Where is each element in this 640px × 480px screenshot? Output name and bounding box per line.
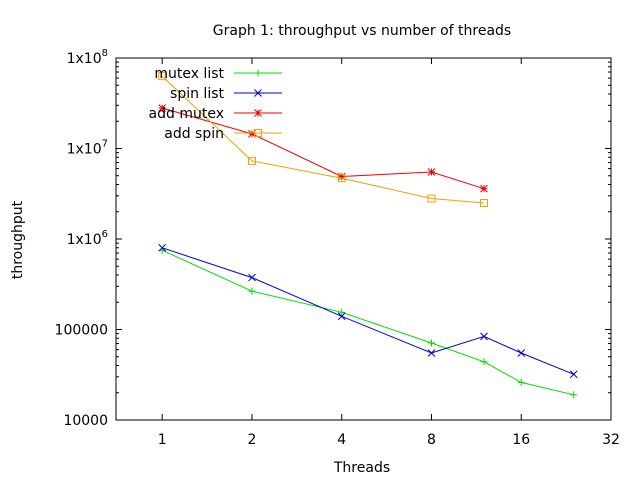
data-point bbox=[480, 358, 488, 366]
data-point bbox=[480, 332, 488, 341]
legend-entry: add spin bbox=[164, 126, 282, 142]
legend-entry: spin list bbox=[170, 86, 282, 102]
data-point bbox=[247, 156, 256, 165]
series-line bbox=[161, 249, 574, 396]
series-mutex-list bbox=[158, 246, 578, 399]
data-point bbox=[337, 174, 346, 183]
legend-label: spin list bbox=[170, 86, 224, 102]
x-axis: 1 2 4 8 16 32 bbox=[158, 58, 620, 448]
data-point bbox=[517, 349, 526, 357]
point-marker-square bbox=[158, 72, 167, 81]
x-tick-label: 8 bbox=[427, 432, 436, 448]
series-line bbox=[162, 247, 574, 375]
series-layer bbox=[158, 72, 578, 399]
data-point bbox=[158, 104, 167, 112]
data-point bbox=[337, 312, 346, 321]
data-point bbox=[158, 72, 167, 81]
point-marker-stroke bbox=[337, 312, 346, 321]
data-point bbox=[338, 308, 346, 316]
data-point bbox=[479, 198, 488, 207]
legend-label: add mutex bbox=[149, 106, 224, 122]
data-point bbox=[427, 168, 436, 176]
x-axis-label: Threads bbox=[333, 460, 390, 476]
legend: mutex list spin list add mutex add spin bbox=[149, 66, 282, 142]
data-point bbox=[248, 273, 256, 282]
point-marker-stroke bbox=[254, 89, 262, 97]
point-marker-square bbox=[254, 129, 262, 137]
data-point bbox=[248, 287, 256, 295]
point-marker-square bbox=[337, 174, 346, 183]
point-marker-stroke bbox=[158, 104, 167, 112]
y-tick-label: 1x107 bbox=[67, 139, 108, 158]
point-marker-square bbox=[247, 156, 256, 165]
point-marker-square bbox=[427, 194, 436, 203]
point-marker-stroke bbox=[480, 332, 488, 341]
point-marker-stroke bbox=[427, 168, 436, 176]
x-tick-label: 32 bbox=[602, 432, 620, 448]
x-tick-label: 4 bbox=[337, 432, 346, 448]
point-marker-stroke bbox=[427, 349, 436, 357]
y-tick-label: 1x108 bbox=[67, 48, 108, 67]
legend-entry: mutex list bbox=[154, 66, 282, 82]
series-line bbox=[161, 75, 485, 204]
data-point bbox=[427, 349, 436, 357]
legend-entry: add mutex bbox=[149, 106, 282, 122]
y-axis-label: throughput bbox=[10, 200, 26, 279]
series-add-spin bbox=[158, 72, 488, 207]
point-marker-stroke bbox=[158, 243, 167, 252]
data-point bbox=[480, 184, 488, 193]
x-tick-label: 2 bbox=[247, 432, 256, 448]
data-point bbox=[569, 370, 578, 379]
point-marker-stroke bbox=[517, 349, 526, 357]
y-tick-label: 1x106 bbox=[67, 229, 108, 248]
point-marker-square bbox=[479, 198, 488, 207]
legend-label: add spin bbox=[164, 126, 224, 142]
point-marker-stroke bbox=[569, 370, 578, 379]
point-marker-stroke bbox=[254, 109, 262, 117]
y-tick-label: 10000 bbox=[63, 413, 108, 429]
point-marker-stroke bbox=[248, 273, 256, 282]
data-point bbox=[427, 339, 435, 347]
chart-title: Graph 1: throughput vs number of threads bbox=[213, 23, 511, 39]
data-point bbox=[427, 194, 436, 203]
data-point bbox=[570, 391, 578, 399]
x-tick-label: 1 bbox=[158, 432, 167, 448]
data-point bbox=[517, 378, 525, 386]
y-tick-label: 100000 bbox=[55, 323, 108, 339]
legend-label: mutex list bbox=[154, 66, 224, 82]
series-spin-list bbox=[158, 243, 578, 379]
y-axis: 10000 100000 1x106 1x107 1x108 bbox=[55, 48, 611, 429]
x-tick-label: 16 bbox=[512, 432, 530, 448]
data-point bbox=[158, 243, 167, 252]
point-marker-stroke bbox=[480, 184, 488, 193]
